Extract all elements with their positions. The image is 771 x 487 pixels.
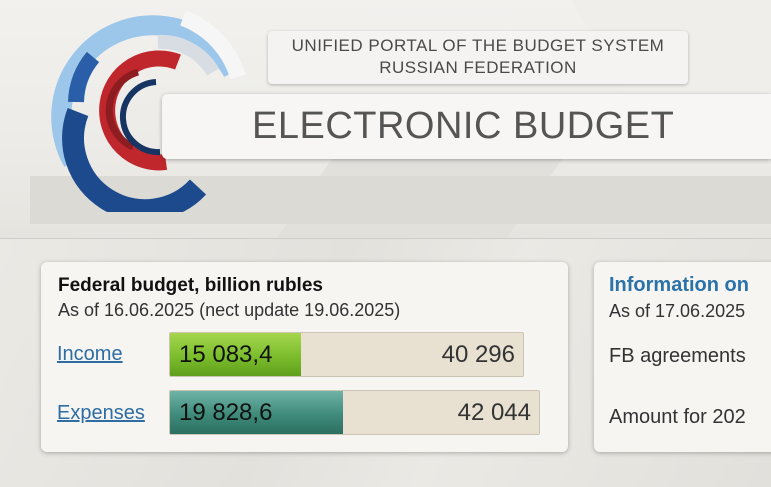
info-as-of-date: As of 17.06.2025 [609,301,746,321]
site-header: UNIFIED PORTAL OF THE BUDGET SYSTEM RUSS… [0,0,771,239]
circular-arcs-logo-icon[interactable] [38,2,248,212]
subtitle-line-1: UNIFIED PORTAL OF THE BUDGET SYSTEM [291,36,665,55]
income-link[interactable]: Income [57,343,123,365]
federal-budget-card: Federal budget, billion rubles As of 16.… [41,262,568,452]
expenses-link[interactable]: Expenses [57,402,145,424]
information-card: Information on As of 17.06.2025 FB agree… [594,262,771,452]
budget-card-title: Federal budget, billion rubles [58,275,323,296]
expenses-total: 42 044 [457,399,531,426]
income-total: 40 296 [441,341,515,368]
expenses-bar-fill [170,391,344,434]
expenses-value: 19 828,6 [179,399,273,426]
info-row-amount: Amount for 202 [609,406,746,428]
info-row-agreements: FB agreements [609,345,746,367]
subtitle-line-2: RUSSIAN FEDERATION [379,58,577,77]
income-bar: 15 083,4 40 296 [169,332,524,377]
budget-as-of-date: As of 16.06.2025 (nect update 19.06.2025… [58,300,401,320]
income-value: 15 083,4 [179,341,273,368]
page-title: ELECTRONIC BUDGET [162,94,771,159]
income-bar-fill [170,333,301,376]
portal-subtitle: UNIFIED PORTAL OF THE BUDGET SYSTEM RUSS… [268,31,688,84]
info-card-title[interactable]: Information on [609,274,749,296]
expenses-bar: 19 828,6 42 044 [169,390,540,435]
